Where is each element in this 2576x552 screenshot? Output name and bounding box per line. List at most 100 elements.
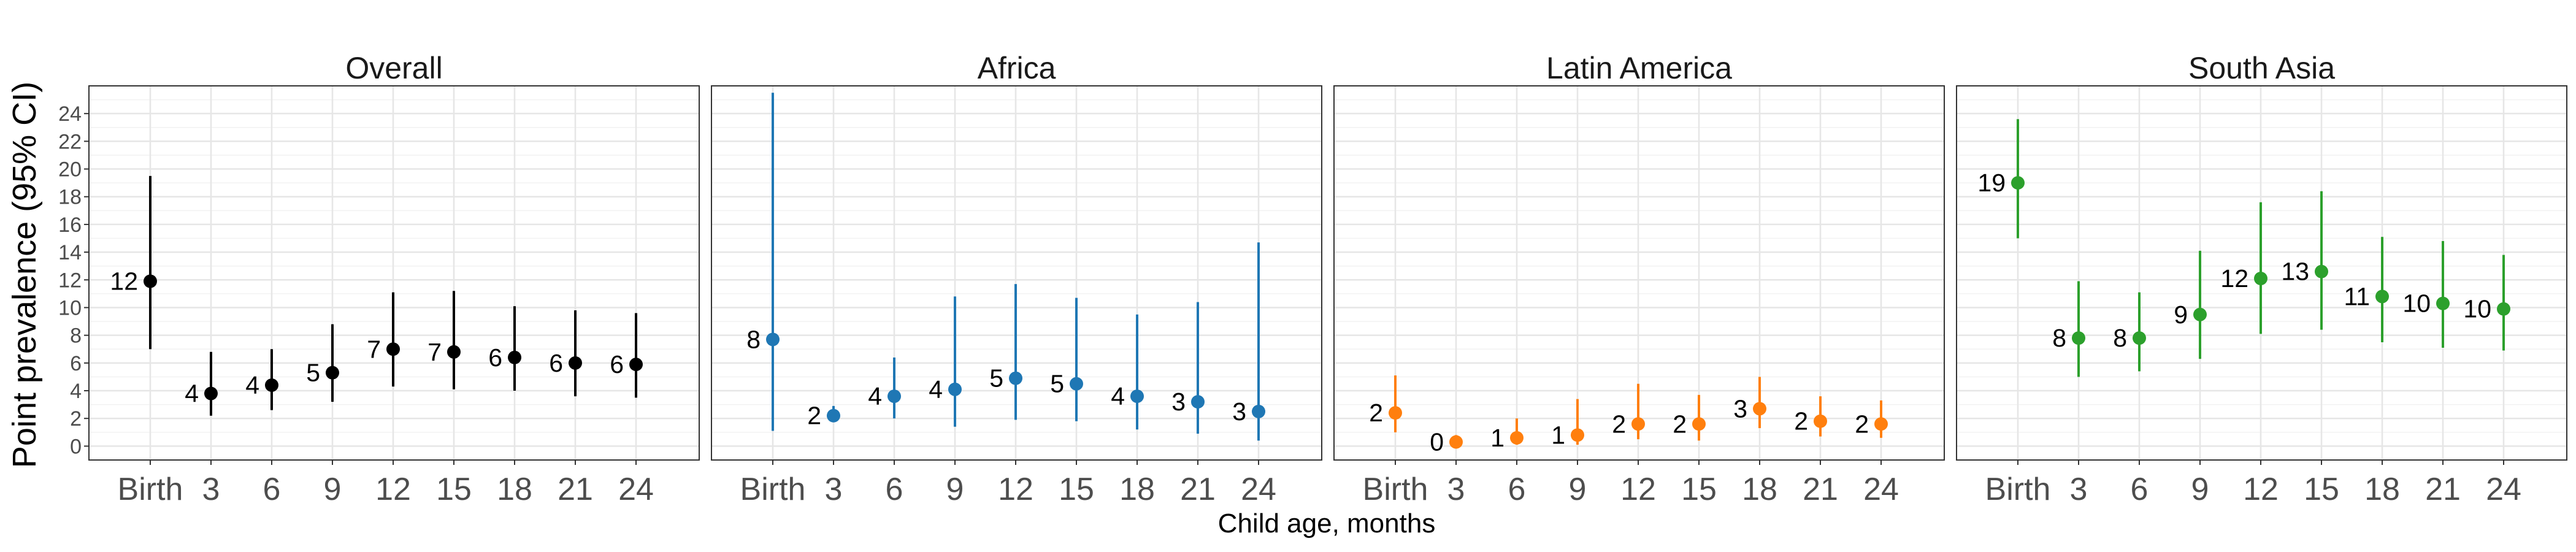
x-tick-label: Birth <box>118 472 183 507</box>
x-tick-label: 24 <box>618 472 654 507</box>
x-tick-label: 24 <box>1863 472 1899 507</box>
data-point <box>629 358 643 372</box>
x-tick-label: 12 <box>1620 472 1656 507</box>
x-tick-label: 21 <box>1803 472 1838 507</box>
data-point <box>1252 404 1265 418</box>
x-tick-label: 15 <box>1681 472 1717 507</box>
panel-title: South Asia <box>2188 51 2335 85</box>
data-label: 8 <box>746 325 761 353</box>
x-tick-label: 18 <box>1119 472 1155 507</box>
data-label: 12 <box>2220 264 2248 293</box>
data-label: 7 <box>427 338 442 366</box>
x-tick-label: 12 <box>2243 472 2279 507</box>
y-tick-label: 4 <box>70 380 82 403</box>
data-point <box>508 350 521 364</box>
data-label: 3 <box>1232 397 1246 426</box>
panel-border <box>711 85 1322 461</box>
data-label: 4 <box>868 382 882 410</box>
data-point <box>1389 406 1402 420</box>
data-point <box>766 332 780 347</box>
y-tick-label: 10 <box>58 296 82 320</box>
panel-marks <box>144 175 643 416</box>
data-label: 11 <box>2344 282 2370 310</box>
panel-marks <box>766 93 1265 441</box>
data-point <box>386 342 400 356</box>
y-tick-label: 18 <box>58 186 82 209</box>
x-tick-label: 9 <box>324 472 342 507</box>
y-tick-label: 22 <box>58 130 82 153</box>
x-tick-label: 21 <box>1180 472 1216 507</box>
panel-background <box>89 86 699 460</box>
data-point <box>2375 289 2389 304</box>
data-point <box>144 274 157 288</box>
data-label: 4 <box>185 380 199 408</box>
data-point <box>1510 431 1524 445</box>
data-label: 5 <box>1050 370 1064 398</box>
data-point <box>1070 377 1083 391</box>
data-point <box>2497 302 2510 316</box>
data-label: 12 <box>110 267 138 296</box>
y-tick-label: 12 <box>58 269 82 292</box>
x-tick-label: 18 <box>2364 472 2400 507</box>
panel-border <box>1956 85 2567 461</box>
data-point <box>1874 417 1888 431</box>
y-tick-label: 0 <box>70 435 82 458</box>
data-label: 4 <box>929 375 943 404</box>
data-label: 2 <box>1612 410 1626 438</box>
data-point <box>1692 417 1706 431</box>
x-tick-label: 6 <box>1508 472 1526 507</box>
panel-marks <box>1389 375 1888 449</box>
data-point <box>827 408 840 423</box>
x-tick-label: 9 <box>2191 472 2209 507</box>
x-tick-label: 12 <box>998 472 1033 507</box>
x-tick-label: 18 <box>1742 472 1777 507</box>
data-label: 2 <box>1794 407 1808 435</box>
data-point <box>2133 331 2146 345</box>
data-point <box>1130 389 1144 404</box>
data-point <box>1009 371 1022 385</box>
data-label: 9 <box>2174 301 2188 329</box>
data-label: 6 <box>488 343 502 372</box>
data-label: 2 <box>1673 410 1687 438</box>
x-tick-label: 18 <box>497 472 532 507</box>
data-point <box>948 382 962 396</box>
data-label: 2 <box>807 402 821 430</box>
x-tick-label: Birth <box>1985 472 2051 507</box>
data-label: 10 <box>2402 289 2431 318</box>
y-tick-label: 16 <box>58 213 82 237</box>
data-point <box>265 378 278 392</box>
data-label: 2 <box>1369 399 1383 427</box>
data-point <box>1753 402 1766 416</box>
panel-border <box>1333 85 1945 461</box>
x-tick-label: Birth <box>1363 472 1428 507</box>
data-point <box>887 389 901 404</box>
data-point <box>2072 331 2085 345</box>
x-tick-label: 6 <box>263 472 281 507</box>
data-point <box>2315 264 2328 278</box>
data-label: 1 <box>1490 424 1505 452</box>
x-tick-label: 9 <box>946 472 964 507</box>
y-tick-label: 2 <box>70 407 82 431</box>
data-point <box>2011 176 2025 190</box>
x-tick-label: 24 <box>2486 472 2521 507</box>
data-point <box>1191 395 1205 409</box>
x-tick-label: 12 <box>375 472 411 507</box>
x-tick-label: 24 <box>1241 472 1276 507</box>
data-label: 4 <box>245 371 259 399</box>
y-tick-label: 6 <box>70 352 82 375</box>
data-point <box>1449 435 1463 449</box>
data-label: 5 <box>989 364 1003 393</box>
x-tick-label: 9 <box>1569 472 1587 507</box>
y-axis-title: Point prevalence (95% CI) <box>6 82 43 468</box>
panel-title: Africa <box>978 51 1056 85</box>
data-point <box>326 366 339 380</box>
data-label: 2 <box>1855 410 1869 438</box>
y-tick-label: 8 <box>70 324 82 348</box>
data-point <box>2436 296 2450 310</box>
data-label: 7 <box>367 335 381 363</box>
data-label: 0 <box>1430 428 1444 456</box>
